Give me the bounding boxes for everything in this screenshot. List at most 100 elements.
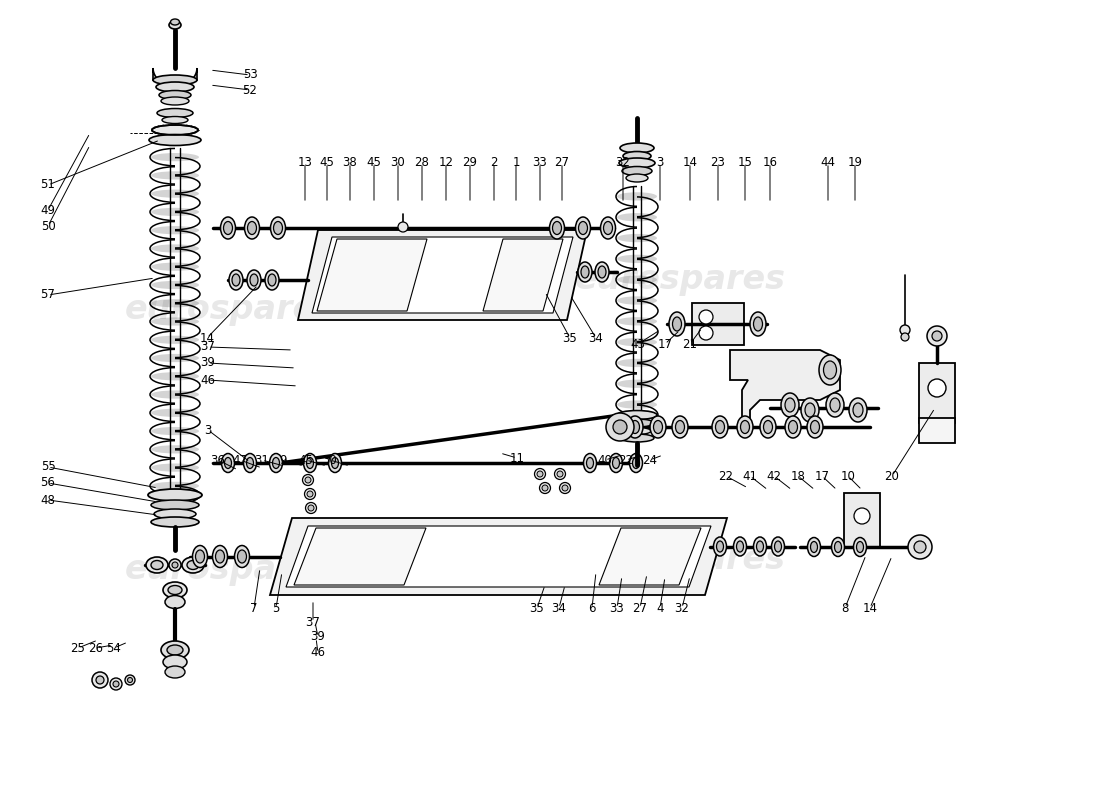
Ellipse shape <box>157 109 192 118</box>
Polygon shape <box>317 239 427 311</box>
Ellipse shape <box>248 270 261 290</box>
Ellipse shape <box>763 421 772 434</box>
Circle shape <box>128 678 132 682</box>
Ellipse shape <box>785 416 801 438</box>
Ellipse shape <box>820 355 842 385</box>
Text: 32: 32 <box>674 602 690 614</box>
Text: 3: 3 <box>205 423 211 437</box>
Ellipse shape <box>849 398 867 422</box>
Circle shape <box>901 333 909 341</box>
Ellipse shape <box>604 222 613 234</box>
Ellipse shape <box>630 421 639 434</box>
Text: 19: 19 <box>847 157 862 170</box>
Ellipse shape <box>246 458 253 469</box>
Ellipse shape <box>581 266 589 278</box>
Bar <box>918 418 955 443</box>
Ellipse shape <box>274 222 283 234</box>
Circle shape <box>914 541 926 553</box>
Circle shape <box>96 676 104 684</box>
Text: 46: 46 <box>200 374 216 386</box>
Ellipse shape <box>151 517 199 527</box>
Polygon shape <box>600 528 701 585</box>
Ellipse shape <box>151 427 199 435</box>
Circle shape <box>908 535 932 559</box>
Text: 14: 14 <box>682 157 697 170</box>
Text: 49: 49 <box>41 203 55 217</box>
Text: 8: 8 <box>842 602 849 614</box>
Text: 10: 10 <box>840 470 856 482</box>
Ellipse shape <box>151 409 199 417</box>
Circle shape <box>542 485 548 491</box>
Text: 54: 54 <box>107 642 121 654</box>
Ellipse shape <box>653 421 662 434</box>
Circle shape <box>928 379 946 397</box>
Text: 30: 30 <box>322 454 338 466</box>
Ellipse shape <box>151 390 199 398</box>
Ellipse shape <box>613 458 619 469</box>
Ellipse shape <box>161 641 189 659</box>
Ellipse shape <box>832 538 845 557</box>
Polygon shape <box>298 230 587 320</box>
Circle shape <box>557 471 563 477</box>
Ellipse shape <box>151 336 199 344</box>
Ellipse shape <box>737 541 744 552</box>
Ellipse shape <box>148 134 201 146</box>
Ellipse shape <box>151 463 199 472</box>
Ellipse shape <box>153 75 197 85</box>
Text: 7: 7 <box>251 602 257 614</box>
Ellipse shape <box>609 454 623 473</box>
Ellipse shape <box>232 274 240 286</box>
Ellipse shape <box>223 222 232 234</box>
Circle shape <box>932 331 942 341</box>
Ellipse shape <box>212 546 228 567</box>
Text: 30: 30 <box>390 157 406 170</box>
Ellipse shape <box>151 354 199 362</box>
Text: 17: 17 <box>658 338 672 350</box>
Polygon shape <box>153 68 197 86</box>
Polygon shape <box>294 528 426 585</box>
Text: 3: 3 <box>657 157 663 170</box>
Ellipse shape <box>620 143 654 153</box>
Ellipse shape <box>595 262 609 282</box>
Ellipse shape <box>160 90 191 99</box>
Text: 41: 41 <box>742 470 758 482</box>
Circle shape <box>854 508 870 524</box>
Polygon shape <box>286 526 711 587</box>
Circle shape <box>606 413 634 441</box>
Ellipse shape <box>187 561 199 570</box>
Ellipse shape <box>165 666 185 678</box>
Ellipse shape <box>805 403 815 417</box>
Ellipse shape <box>672 416 688 438</box>
Circle shape <box>308 505 314 511</box>
Ellipse shape <box>715 421 725 434</box>
Text: 12: 12 <box>439 157 453 170</box>
Text: 13: 13 <box>298 157 312 170</box>
Text: 1: 1 <box>513 157 519 170</box>
Ellipse shape <box>854 538 867 557</box>
Text: eurospares: eurospares <box>124 554 336 586</box>
Ellipse shape <box>151 482 199 490</box>
Ellipse shape <box>620 419 654 427</box>
Ellipse shape <box>826 393 844 417</box>
Ellipse shape <box>238 550 246 563</box>
Ellipse shape <box>801 398 820 422</box>
Polygon shape <box>270 518 727 595</box>
Ellipse shape <box>757 541 763 552</box>
Circle shape <box>535 469 546 479</box>
Ellipse shape <box>162 117 188 123</box>
Ellipse shape <box>598 266 606 278</box>
Ellipse shape <box>192 546 208 567</box>
Circle shape <box>560 482 571 494</box>
Ellipse shape <box>265 270 279 290</box>
Circle shape <box>307 491 314 497</box>
Text: 23: 23 <box>711 157 725 170</box>
Ellipse shape <box>151 299 199 307</box>
Text: 53: 53 <box>243 69 257 82</box>
Text: 50: 50 <box>41 219 55 233</box>
Bar <box>918 363 955 423</box>
Ellipse shape <box>163 655 187 669</box>
Circle shape <box>613 420 627 434</box>
Ellipse shape <box>234 546 250 567</box>
Ellipse shape <box>807 538 821 557</box>
Text: 38: 38 <box>342 157 358 170</box>
